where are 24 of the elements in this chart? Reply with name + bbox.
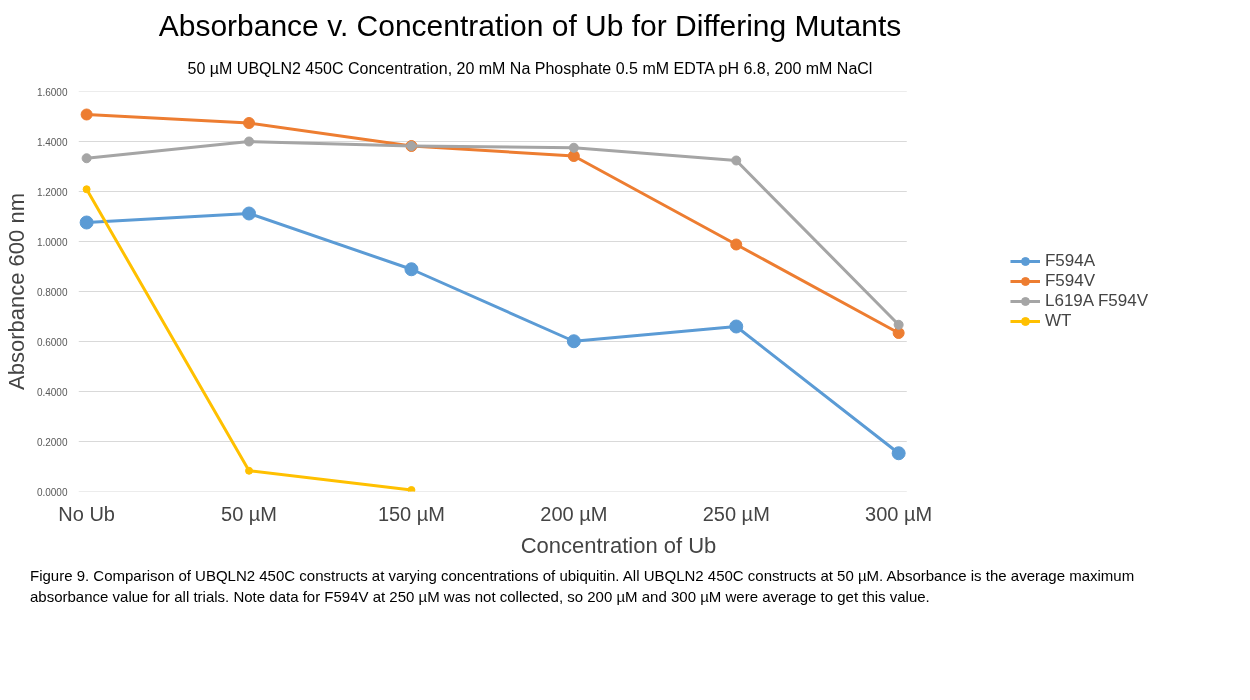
y-tick-label: 0.4000 (36, 386, 68, 398)
y-axis-title: Absorbance 600 nm (3, 192, 29, 390)
x-tick-label: 200 µM (540, 502, 608, 525)
x-tick-label: 300 µM (865, 502, 933, 525)
caption: Figure 9. Comparison of UBQLN2 450C constructs at varying concentrations of ubiquitin. All UBQLN2 450C constructs at 50 µM. Absorbance is the average maximum absorbance value for all trials. Note data for F594V at 250 µM was not collected, so 200 µM and 300 µM were average to get this value. (30, 565, 1136, 608)
y-tick-label: 1.0000 (36, 236, 68, 248)
legend-label: WT (1044, 310, 1072, 331)
y-tick-label: 1.4000 (36, 136, 68, 148)
x-tick-label: 250 µM (702, 502, 770, 525)
y-tick-label: 1.6000 (36, 86, 68, 98)
y-tick-label: 0.8000 (36, 286, 68, 298)
x-tick-label: 150 µM (377, 502, 445, 525)
chart-title: Absorbance v. Concentration of Ub for Differing Mutants (158, 8, 902, 44)
legend-label: L619A F594V (1044, 290, 1148, 311)
y-tick-label: 0.2000 (36, 436, 68, 448)
x-tick-label: 50 µM (221, 502, 278, 525)
x-tick-label: No Ub (58, 502, 115, 525)
y-tick-label: 0.6000 (36, 336, 68, 348)
legend-label: F594A (1044, 250, 1096, 271)
legend-label: F594V (1044, 270, 1096, 291)
y-tick-label: 0.0000 (36, 486, 68, 498)
y-tick-label: 1.2000 (36, 186, 68, 198)
x-axis-title: Concentration of Ub (520, 532, 717, 558)
chart-subtitle: 50 µM UBQLN2 450C Concentration, 20 mM Na Phosphate 0.5 mM EDTA pH 6.8, 200 mM NaCl (187, 58, 873, 79)
